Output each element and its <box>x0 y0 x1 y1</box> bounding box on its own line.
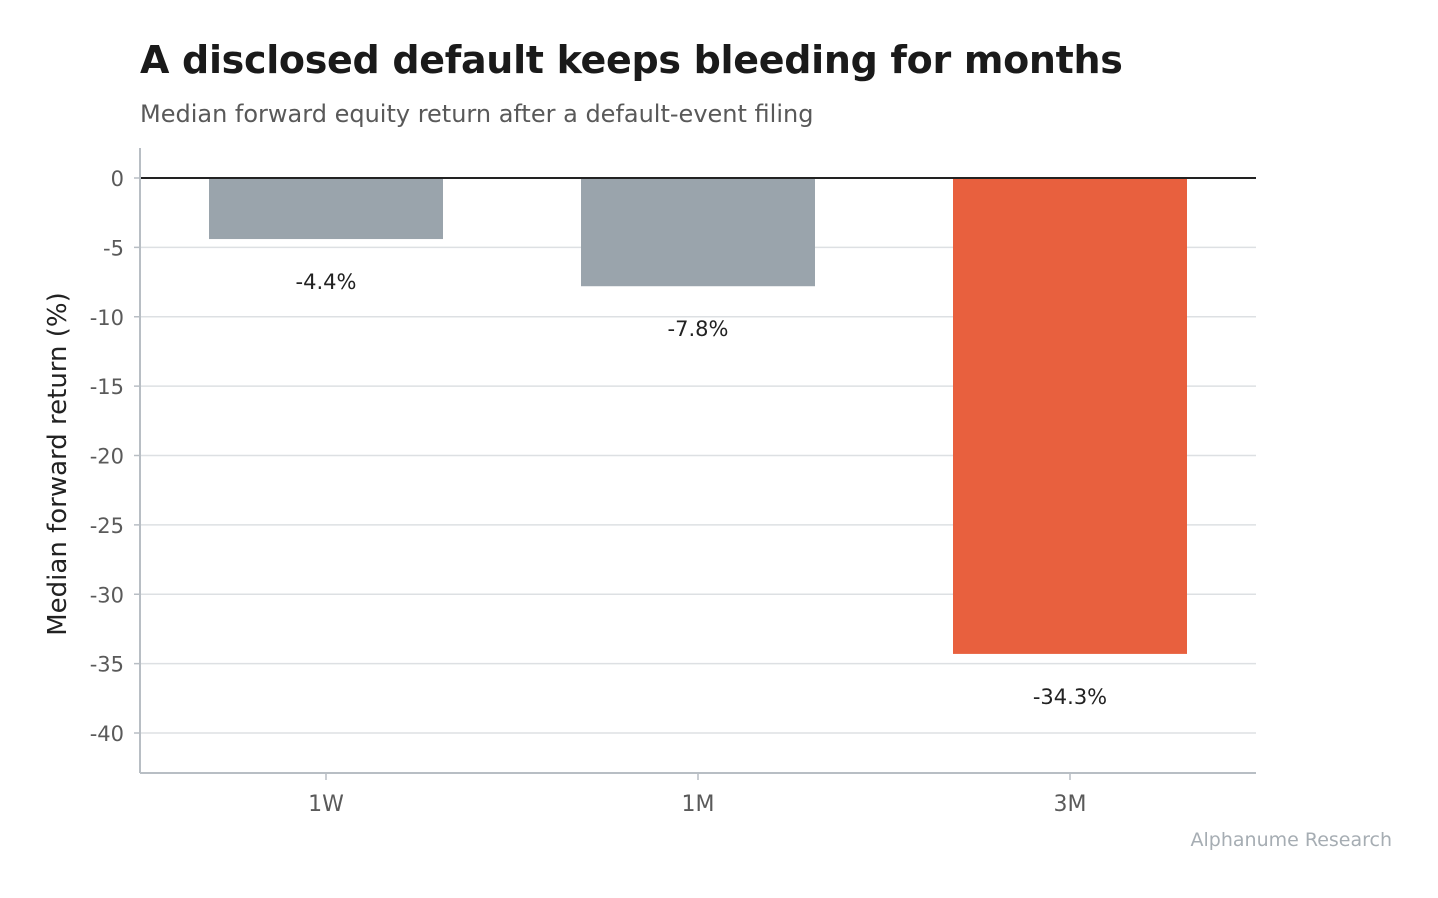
x-tick-labels: 1W 1M 3M <box>308 773 1086 817</box>
bar-1w <box>209 178 443 240</box>
y-tick-label: -20 <box>90 445 124 469</box>
y-tick-label: -25 <box>90 514 124 538</box>
y-tick-label: -40 <box>90 722 124 746</box>
y-tick-label: -35 <box>90 653 124 677</box>
bars <box>209 178 1187 654</box>
data-label: -34.3% <box>1033 685 1107 709</box>
y-tick-label: -5 <box>103 236 124 260</box>
chart-subtitle: Median forward equity return after a def… <box>140 100 814 128</box>
x-tick-label: 1W <box>308 792 344 817</box>
bar-3m <box>953 178 1187 654</box>
bar-1m <box>581 178 815 287</box>
source-credit: Alphanume Research <box>1190 829 1393 851</box>
y-tick-label: 0 <box>111 167 124 191</box>
y-tick-label: -15 <box>90 375 124 399</box>
data-label: -4.4% <box>296 270 357 294</box>
y-tick-label: -10 <box>90 306 124 330</box>
chart-title: A disclosed default keeps bleeding for m… <box>140 38 1123 82</box>
data-label: -7.8% <box>668 317 729 341</box>
x-tick-label: 1M <box>682 792 715 817</box>
data-labels: -4.4% -7.8% -34.3% <box>296 270 1108 709</box>
y-tick-label: -30 <box>90 583 124 607</box>
y-tick-labels: 0 -5 -10 -15 -20 -25 -30 -35 -40 <box>90 167 140 746</box>
x-tick-label: 3M <box>1054 792 1087 817</box>
y-axis-label: Median forward return (%) <box>43 292 73 636</box>
